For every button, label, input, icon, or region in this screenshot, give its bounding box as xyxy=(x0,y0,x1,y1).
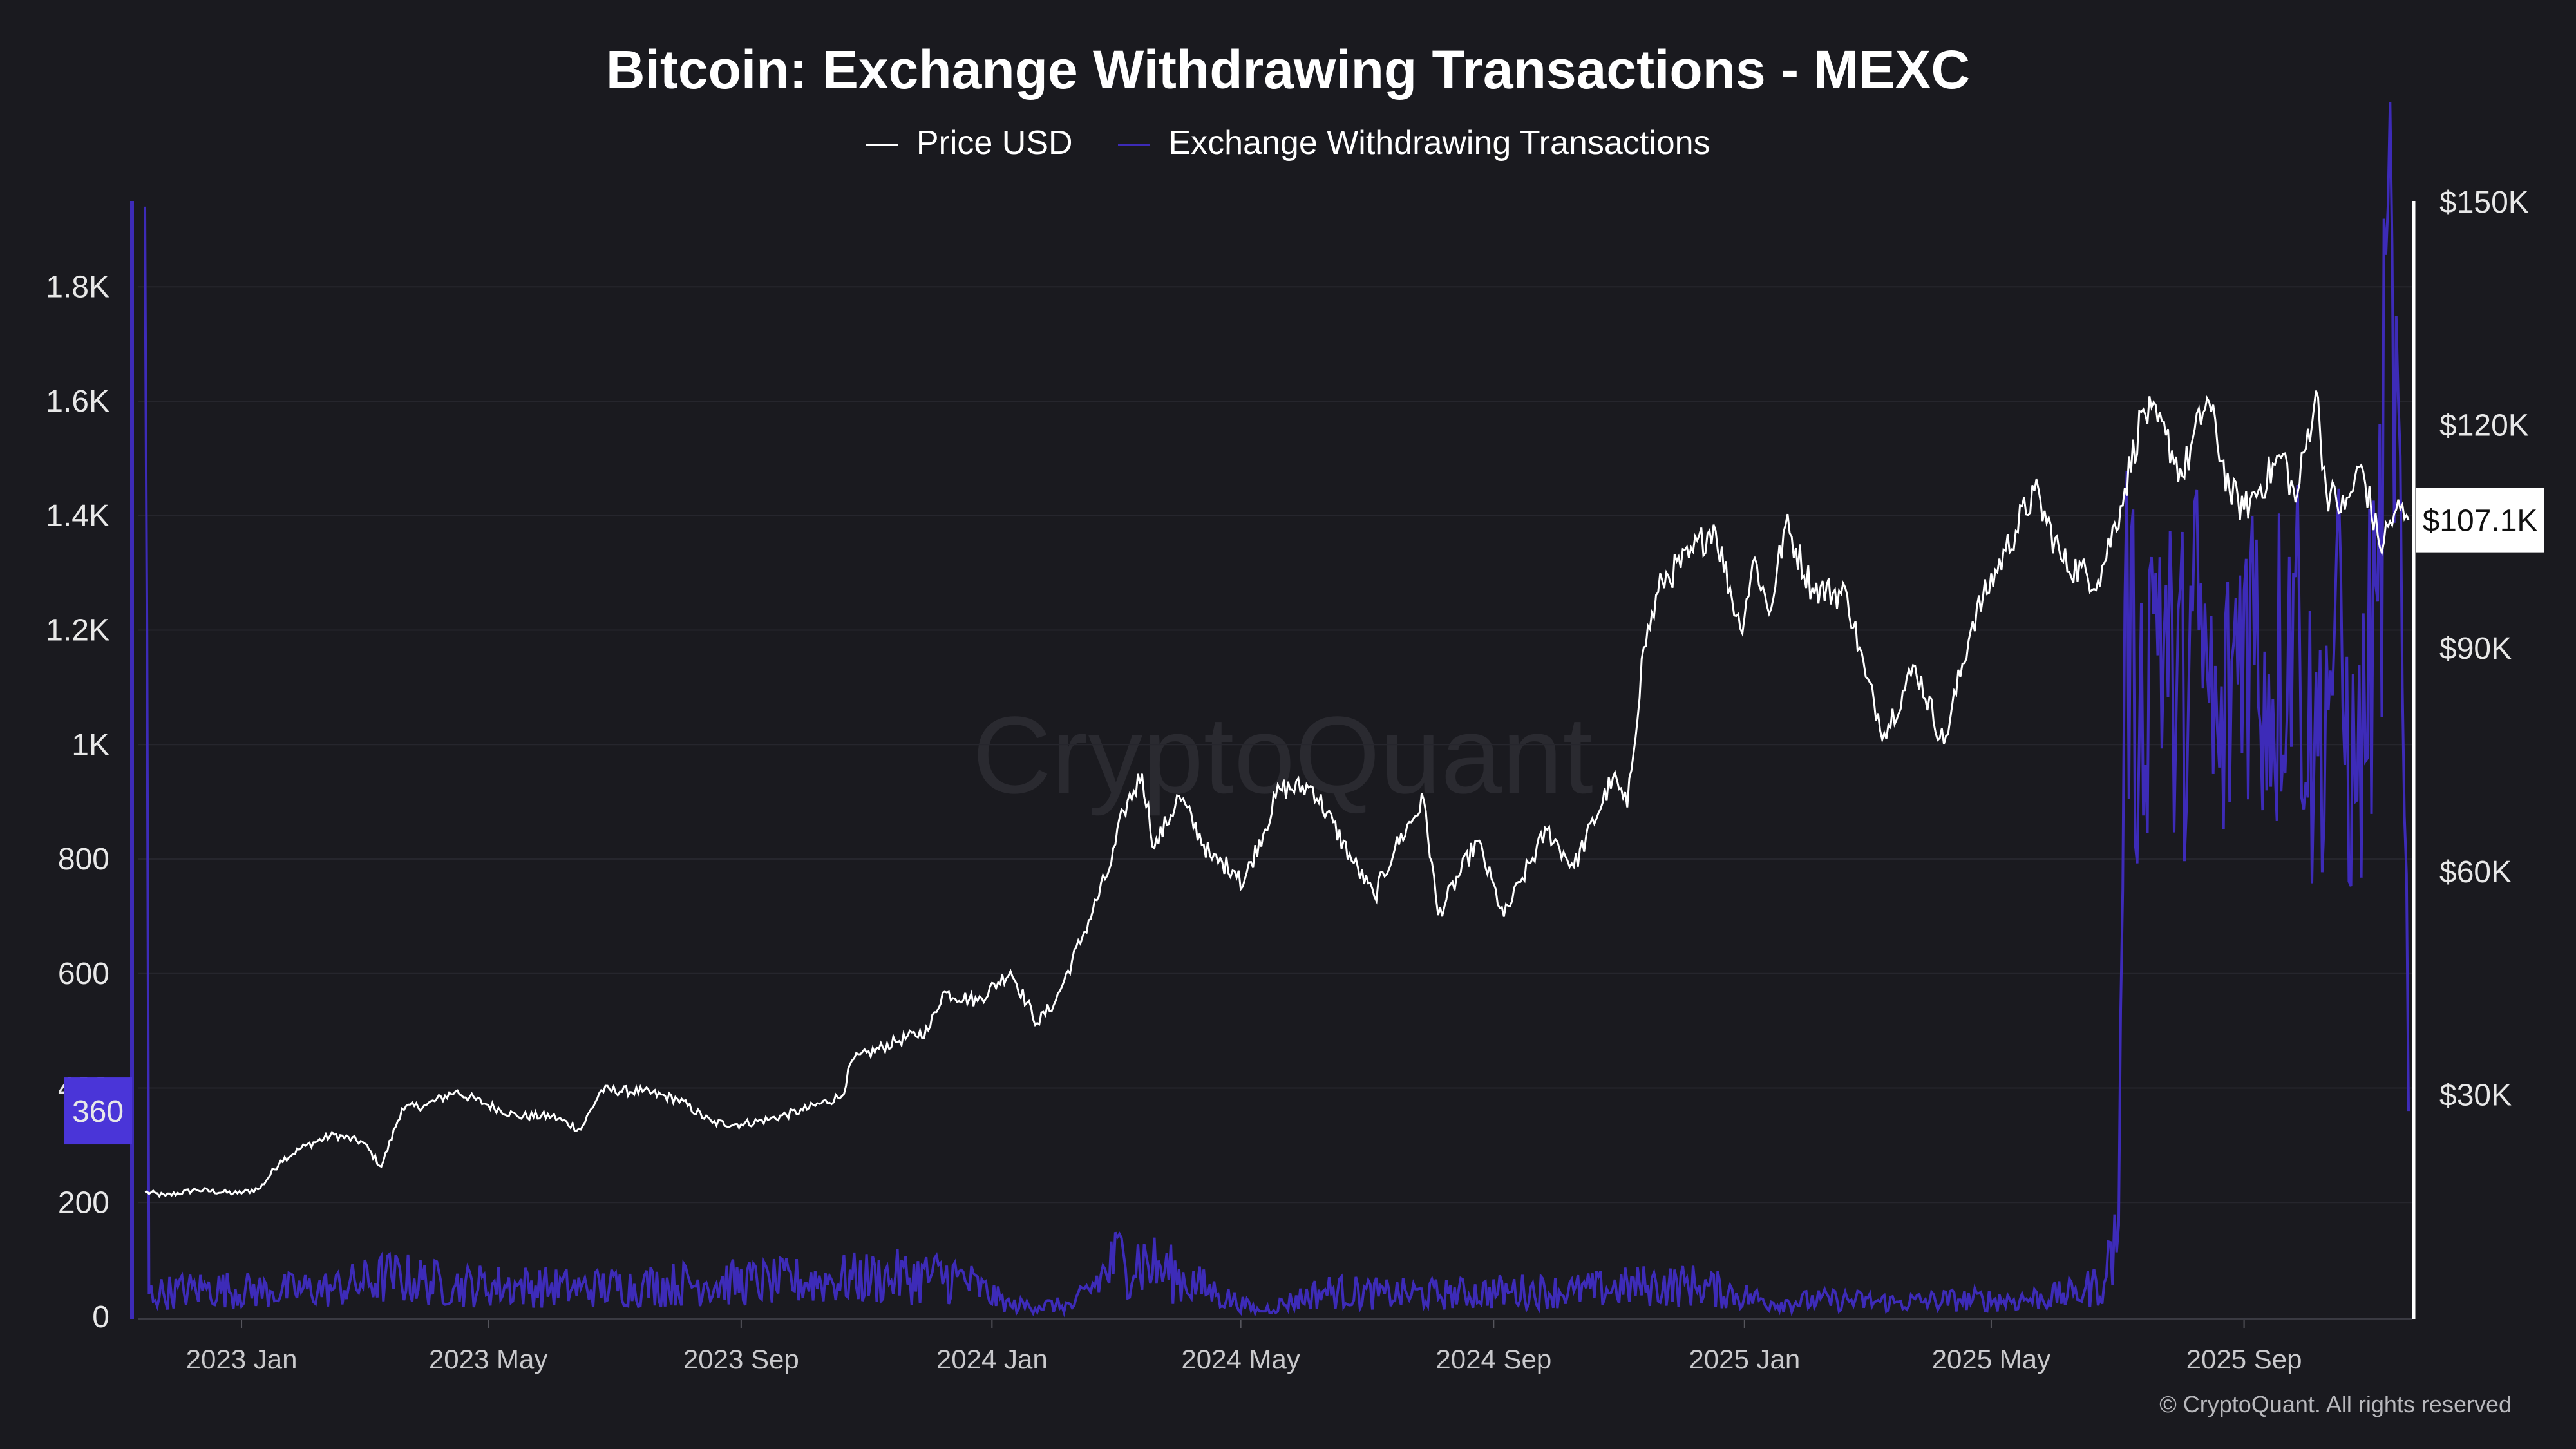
left-tick-label: 1.2K xyxy=(46,614,109,648)
right-tick-label: $60K xyxy=(2439,855,2512,889)
left-tick-label: 1.8K xyxy=(46,270,109,304)
legend: Price USD Exchange Withdrawing Transacti… xyxy=(0,124,2576,162)
last-value-text-transactions: 360 xyxy=(72,1095,124,1129)
x-tick-label: 2024 May xyxy=(1181,1344,1300,1374)
left-tick-label: 200 xyxy=(58,1186,109,1220)
series-line-price xyxy=(144,390,2410,1198)
right-tick-label: $30K xyxy=(2439,1078,2512,1112)
left-axis-ticks: 02004006008001K1.2K1.4K1.6K1.8K xyxy=(46,270,109,1334)
legend-label-price: Price USD xyxy=(916,124,1073,162)
chart-title: Bitcoin: Exchange Withdrawing Transactio… xyxy=(605,39,1971,100)
x-tick-label: 2024 Jan xyxy=(936,1344,1048,1374)
left-tick-label: 1.4K xyxy=(46,499,109,533)
right-axis-ticks: $30K $60K $90K $120K $150K xyxy=(2439,185,2529,1112)
x-tick-label: 2024 Sep xyxy=(1435,1344,1551,1374)
last-value-badge-price xyxy=(2416,488,2544,553)
last-value-text-price: $107.1K xyxy=(2423,504,2538,538)
copyright: © CryptoQuant. All rights reserved xyxy=(2159,1391,2512,1417)
last-value-badges: 360 $107.1K xyxy=(64,488,2544,1145)
legend-item-transactions[interactable]: Exchange Withdrawing Transactions xyxy=(1118,124,1710,162)
gridlines xyxy=(138,286,2412,1204)
legend-item-price[interactable]: Price USD xyxy=(866,124,1073,162)
left-tick-label: 600 xyxy=(58,957,109,991)
legend-label-transactions: Exchange Withdrawing Transactions xyxy=(1168,124,1710,162)
left-tick-label: 0 xyxy=(92,1300,109,1334)
left-tick-label: 800 xyxy=(58,842,109,876)
watermark: CryptoQuant xyxy=(972,694,1593,817)
left-tick-label: 1.6K xyxy=(46,384,109,419)
last-value-badge-transactions xyxy=(64,1077,132,1145)
series-line-transactions xyxy=(144,102,2410,1318)
right-tick-label: $90K xyxy=(2439,632,2512,666)
x-tick-label: 2023 May xyxy=(429,1344,547,1374)
right-tick-label: $120K xyxy=(2439,409,2529,443)
x-tick-label: 2025 Sep xyxy=(2186,1344,2302,1374)
x-tick-label: 2025 Jan xyxy=(1689,1344,1800,1374)
x-tick-label: 2025 May xyxy=(1932,1344,2050,1374)
price-legend-swatch xyxy=(866,144,898,147)
right-tick-label: $150K xyxy=(2439,185,2529,220)
x-tick-label: 2023 Sep xyxy=(683,1344,799,1374)
transactions-legend-swatch xyxy=(1118,144,1151,147)
x-tick-label: 2023 Jan xyxy=(186,1344,298,1374)
x-axis-ticks: 2023 Jan 2023 May 2023 Sep 2024 Jan 2024 May… xyxy=(186,1319,2302,1374)
left-tick-label: 1K xyxy=(71,728,109,762)
